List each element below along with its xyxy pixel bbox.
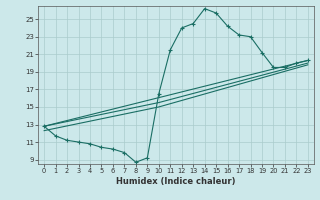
X-axis label: Humidex (Indice chaleur): Humidex (Indice chaleur) [116, 177, 236, 186]
